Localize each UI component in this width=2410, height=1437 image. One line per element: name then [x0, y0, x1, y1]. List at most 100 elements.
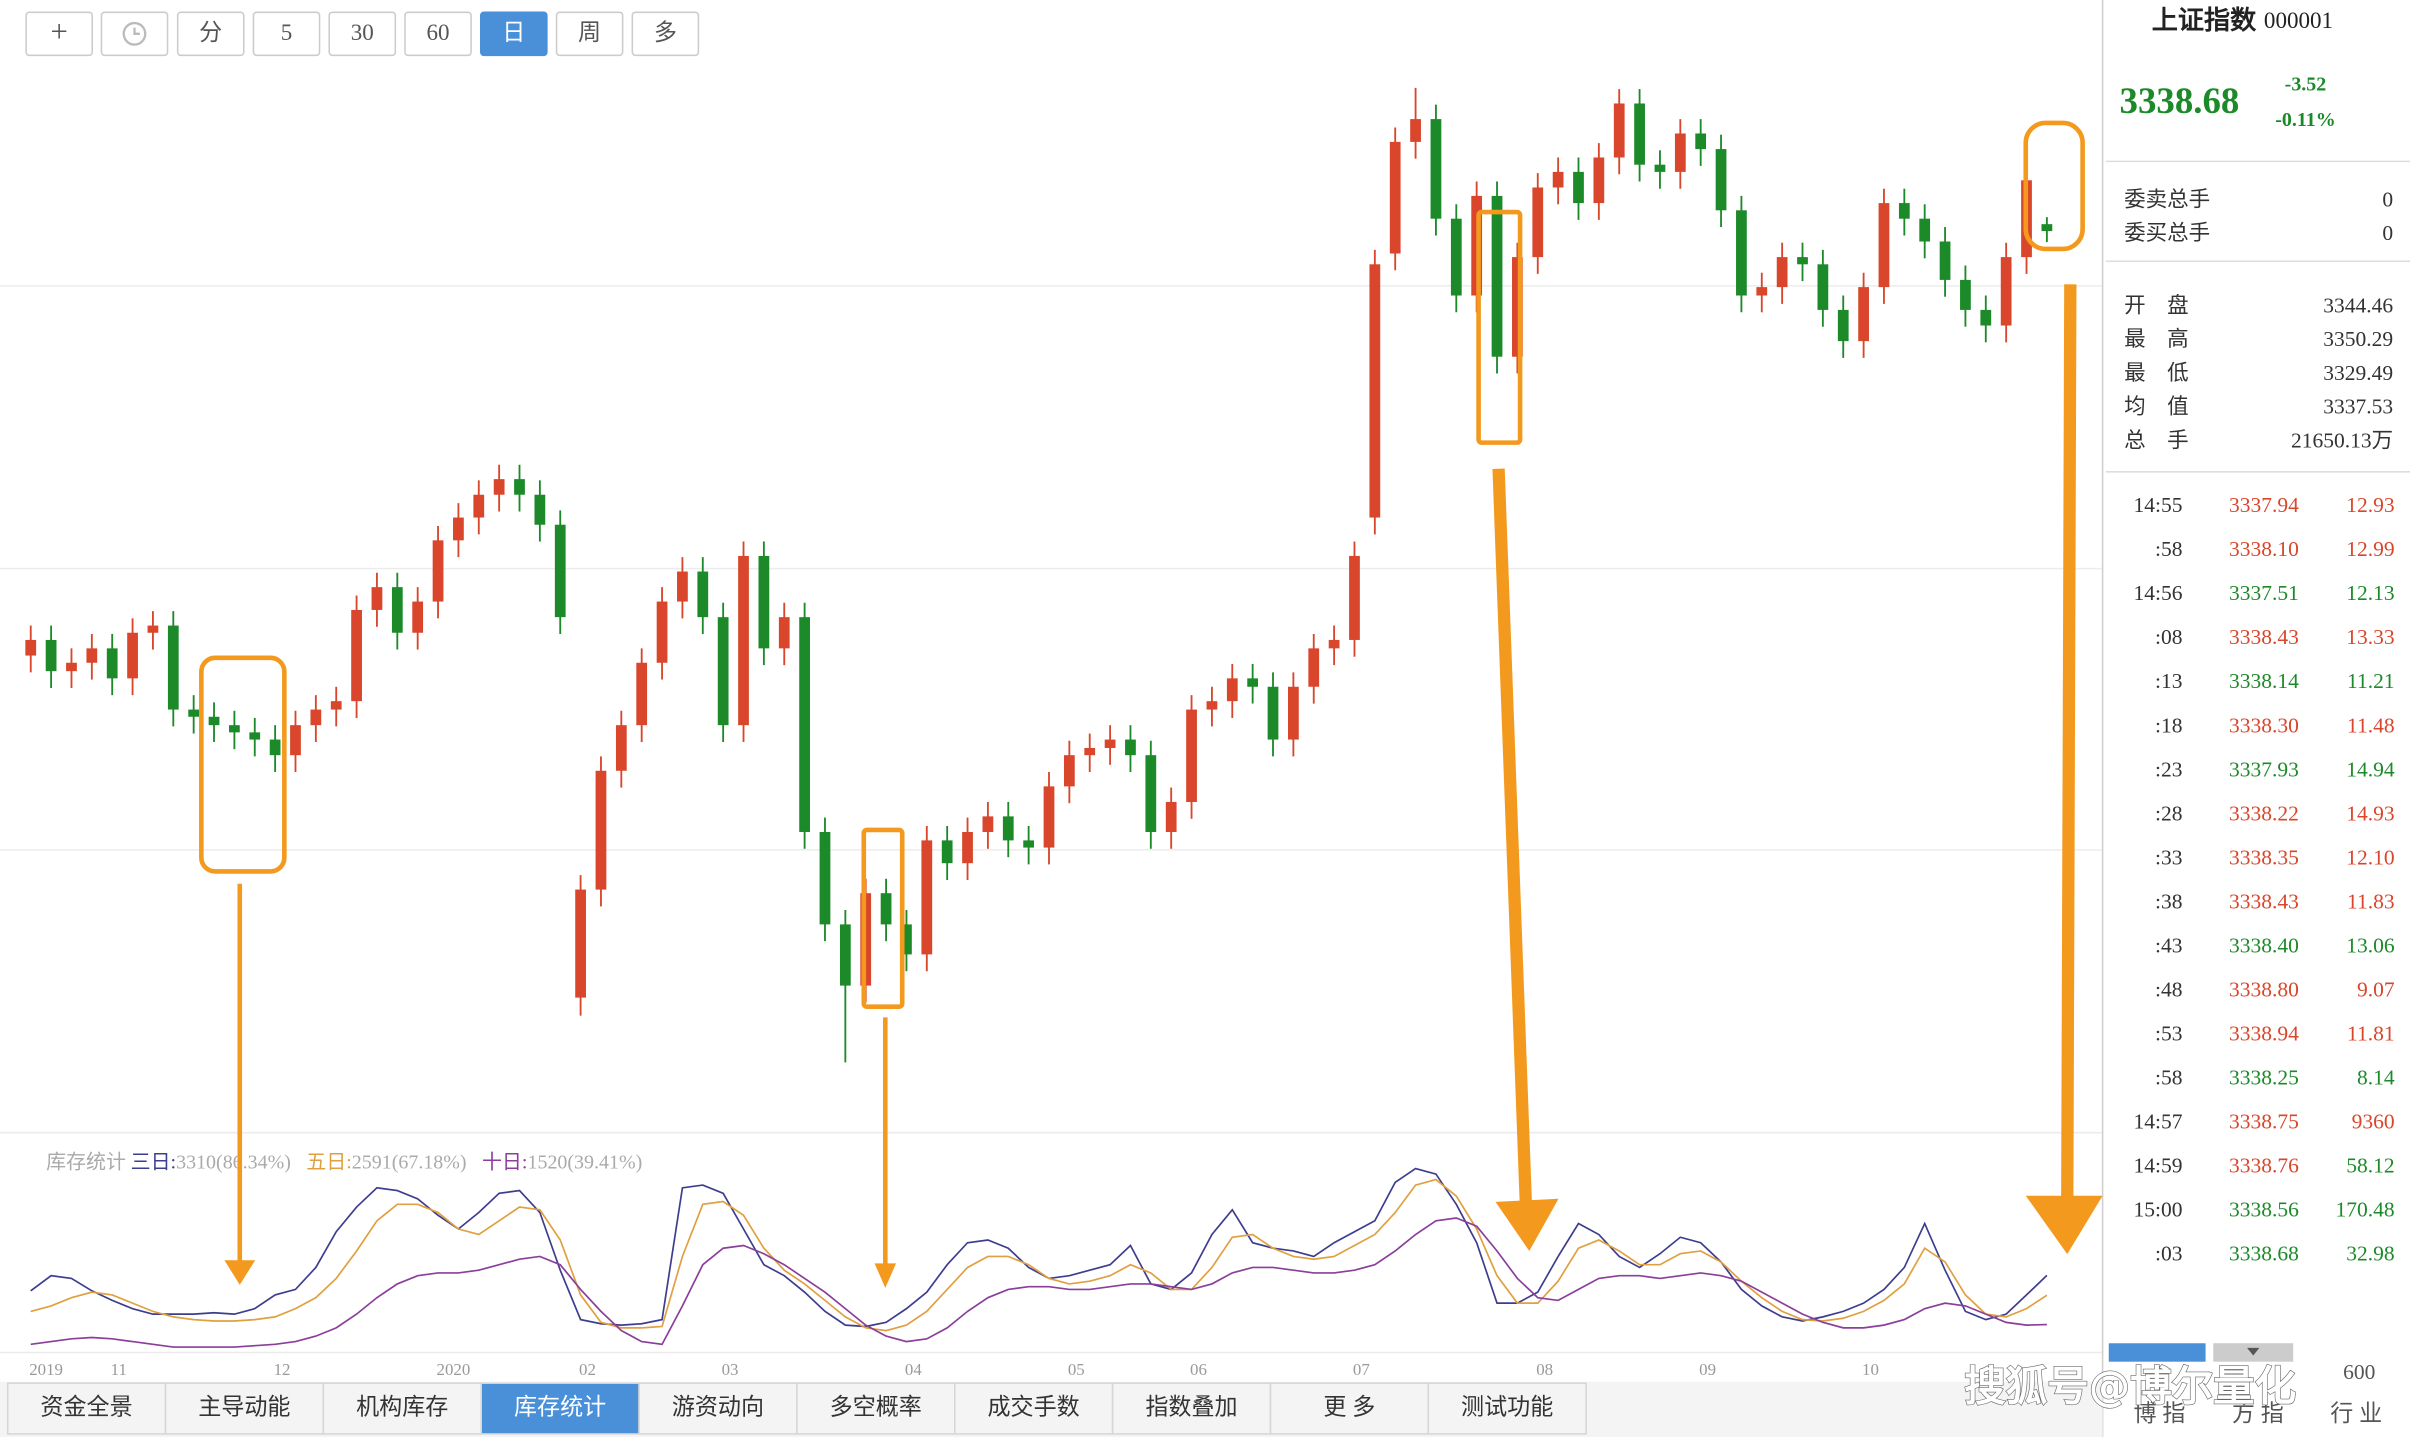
stat-value: 3337.53: [2323, 395, 2393, 419]
toolbar-button[interactable]: 5: [252, 11, 321, 57]
tick-price: 3338.68: [2229, 1242, 2299, 1266]
toolbar-button[interactable]: 日: [480, 11, 548, 57]
highlight-box: [2023, 120, 2085, 252]
candle-body: [1125, 739, 1136, 756]
side-panel: 委卖总手 0 委买总手 0 开 盘 3344.46 最 高 3350.29 最 低 3329.49…: [2124, 187, 2395, 1265]
toolbar-button[interactable]: 30: [328, 11, 397, 57]
legend-title: 库存统计: [46, 1150, 126, 1173]
order-value: 0: [2382, 221, 2393, 245]
toolbar-button[interactable]: 周: [555, 11, 624, 57]
candle-body: [677, 571, 688, 602]
indicator-line: [30, 1217, 2047, 1348]
candle-body: [1410, 119, 1421, 142]
candle-body: [1450, 218, 1462, 296]
security-name: 上证指数: [2152, 6, 2257, 35]
candle-body: [1837, 309, 1849, 342]
tick-price: 3337.93: [2229, 757, 2299, 781]
side-tab[interactable]: 行 业: [2330, 1400, 2382, 1426]
tab-label: 指数叠加: [1145, 1394, 1237, 1420]
candle-body: [412, 601, 424, 633]
tick-volume: 8.14: [2357, 1066, 2395, 1090]
alarm-button[interactable]: [100, 11, 169, 57]
tick-volume: 13.06: [2346, 933, 2395, 957]
candle-body: [290, 725, 301, 756]
tab[interactable]: 测试功能: [1427, 1382, 1587, 1435]
candle-body: [1104, 739, 1116, 748]
tick-price: 3338.75: [2229, 1110, 2299, 1134]
candle-body: [391, 587, 403, 633]
candle-body: [127, 632, 138, 679]
stat-label: 最 高: [2124, 327, 2189, 351]
tab-label: 多空概率: [830, 1394, 922, 1420]
candle-body: [575, 889, 586, 998]
tab-frame: [322, 1382, 482, 1435]
x-tick-label: 05: [1068, 1360, 1085, 1379]
bottom-tabs: 资金全景 主导动能 机构库存 库存统计 游资动向 多空概率 成交手数 指数叠加 更 多 测试功能: [6, 1382, 1587, 1435]
candle-body: [962, 831, 973, 864]
toolbar-button[interactable]: 多: [631, 11, 700, 57]
candle-body: [269, 739, 281, 756]
candle-body: [1960, 279, 1971, 310]
tab[interactable]: 成交手数: [954, 1382, 1114, 1435]
button-frame: [480, 11, 548, 57]
tab-frame: [1269, 1382, 1430, 1435]
candle-body: [1206, 701, 1218, 710]
tick-time: :33: [2155, 845, 2182, 869]
candle-body: [1674, 133, 1686, 172]
side-tab[interactable]: 方 指: [2232, 1400, 2284, 1426]
security-title: 上证指数 000001: [2152, 6, 2333, 35]
tab[interactable]: 库存统计: [480, 1382, 640, 1435]
candle-body: [1736, 210, 1747, 296]
candle-body: [86, 648, 98, 663]
x-tick-label: 12: [274, 1360, 291, 1379]
toolbar-button[interactable]: 分: [176, 11, 245, 57]
tab[interactable]: 指数叠加: [1111, 1382, 1272, 1435]
tab-label: 成交手数: [988, 1394, 1080, 1420]
tick-time: 14:56: [2134, 581, 2183, 605]
tick-time: 14:57: [2134, 1110, 2183, 1134]
tab[interactable]: 游资动向: [638, 1382, 798, 1435]
candle-body: [1634, 103, 1645, 165]
side-tab[interactable]: 博 指: [2134, 1400, 2186, 1426]
candle-body: [839, 924, 851, 986]
tick-time: 14:55: [2134, 493, 2183, 517]
arrow-head: [1495, 1198, 1559, 1252]
security-code: 000001: [2264, 7, 2333, 33]
stat-value: 3344.46: [2323, 293, 2393, 317]
tab[interactable]: 多空概率: [796, 1382, 956, 1435]
tick-time: :08: [2155, 625, 2182, 649]
tab[interactable]: 机构库存: [322, 1382, 482, 1435]
x-tick-label: 06: [1190, 1360, 1207, 1379]
toolbar-button[interactable]: 60: [404, 11, 472, 57]
candle-body: [656, 601, 668, 663]
indicator-line: [30, 1178, 2048, 1332]
candle-body: [1898, 203, 1910, 219]
tick-time: :58: [2155, 537, 2182, 561]
tick-volume: 14.93: [2346, 801, 2394, 825]
tick-price: 3338.43: [2229, 889, 2299, 913]
legend-value: 1520(39.41%): [527, 1151, 642, 1173]
candle-body: [1715, 149, 1727, 211]
tick-price: 3338.76: [2229, 1154, 2299, 1178]
candle-body: [738, 555, 749, 726]
candle-body: [982, 816, 994, 832]
toolbar-button[interactable]: +: [25, 11, 93, 57]
tick-price: 3337.94: [2229, 493, 2299, 517]
arrow-head: [2025, 1195, 2103, 1255]
candle-body: [371, 587, 383, 610]
tab[interactable]: 更 多: [1269, 1382, 1430, 1435]
last-price: 3338.68: [2120, 80, 2240, 121]
tab-label: 测试功能: [1461, 1394, 1553, 1420]
watermark: 搜狐号@博尔量化: [1964, 1361, 2296, 1410]
tick-volume: 9.07: [2357, 977, 2395, 1001]
button-frame: [555, 11, 624, 57]
x-tick-label: 2020: [437, 1360, 471, 1379]
tick-price: 3338.56: [2229, 1198, 2299, 1222]
tab[interactable]: 资金全景: [6, 1382, 167, 1435]
tab[interactable]: 主导动能: [164, 1382, 325, 1435]
candle-body: [758, 555, 770, 649]
stat-value: 21650.13万: [2291, 429, 2393, 453]
candle-body: [1084, 747, 1096, 756]
